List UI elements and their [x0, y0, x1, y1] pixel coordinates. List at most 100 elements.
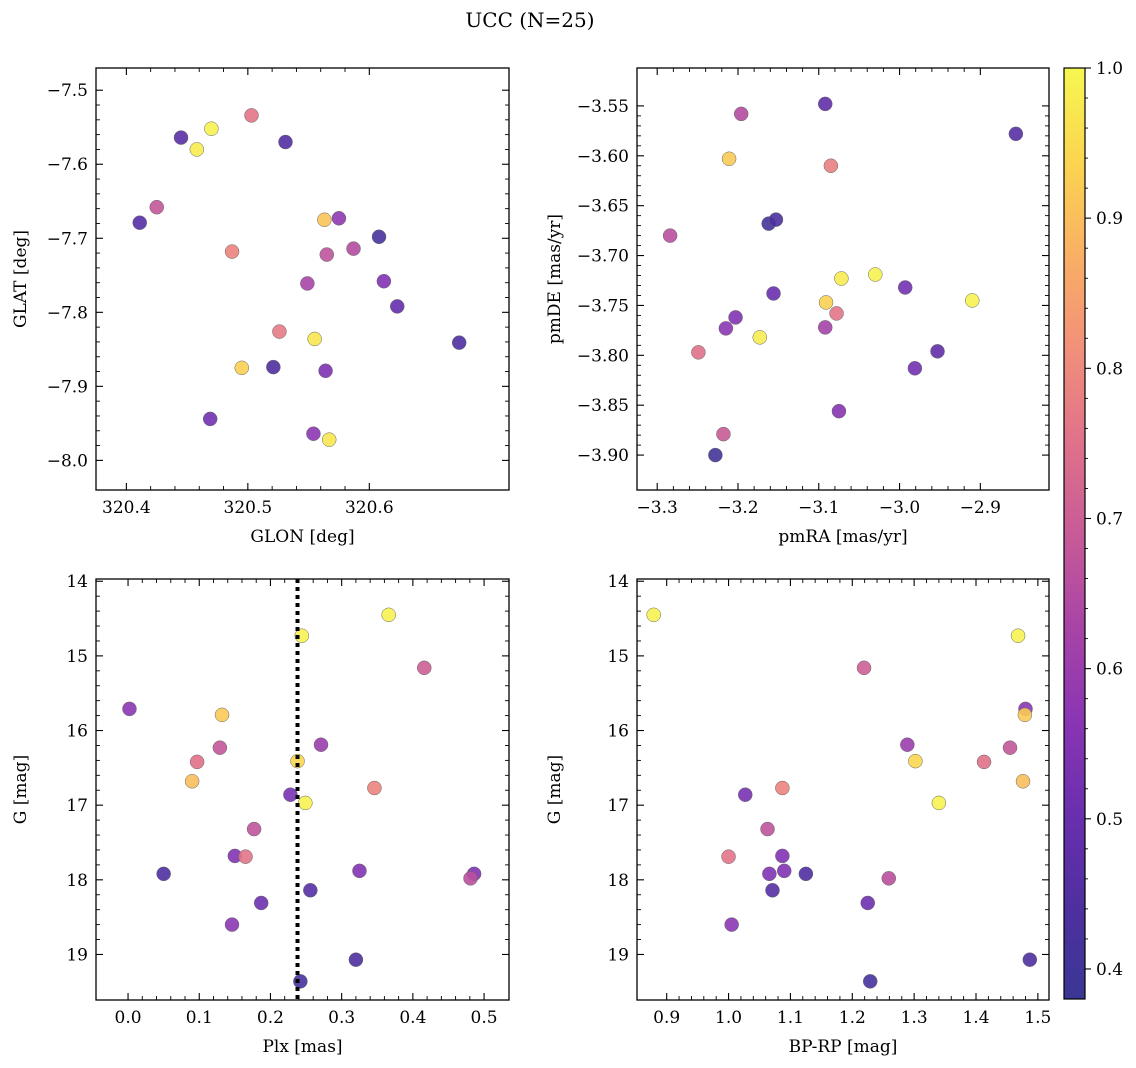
data-point — [298, 795, 313, 811]
x-axis-label: GLON [deg] — [250, 527, 354, 547]
axes-frame — [95, 67, 510, 491]
x-tick-label: 1.5 — [1024, 1008, 1051, 1028]
data-point — [272, 324, 287, 339]
data-point — [348, 952, 364, 967]
data-point — [766, 286, 781, 301]
colorbar-tick-label: 0.8 — [1096, 359, 1123, 379]
data-point — [831, 403, 847, 419]
data-point — [721, 151, 737, 167]
data-point — [900, 737, 915, 752]
y-tick-label: −8.0 — [47, 451, 88, 471]
data-point — [389, 299, 405, 314]
data-point — [244, 108, 259, 123]
data-point — [817, 96, 833, 112]
y-tick-label: 19 — [66, 945, 88, 965]
data-point — [691, 345, 706, 360]
x-tick-label: 1.3 — [901, 1008, 928, 1028]
y-tick-label: −7.7 — [47, 229, 88, 249]
data-point — [728, 310, 743, 325]
data-point — [775, 780, 790, 796]
x-axis-label: pmRA [mas/yr] — [778, 527, 907, 547]
data-point — [860, 895, 875, 911]
x-axis-label: BP-RP [mag] — [789, 1037, 898, 1057]
x-tick-label: −2.9 — [960, 498, 1001, 518]
panel-3: 0.0 0.1 0.2 0.3 0.4 0.5 14 15 16 17 18 19 Plx [mas] G… — [11, 572, 510, 1057]
data-point — [253, 895, 269, 911]
data-point — [283, 787, 298, 802]
data-point — [1017, 707, 1033, 723]
figure-title: UCC (N=25) — [465, 8, 594, 32]
data-point — [775, 848, 790, 864]
data-point — [214, 707, 230, 723]
data-point — [976, 754, 992, 770]
data-point — [762, 866, 777, 882]
x-tick-label: −3.3 — [637, 498, 678, 518]
data-point — [266, 359, 281, 375]
data-point — [290, 753, 305, 769]
x-tick-label: 1.0 — [715, 1008, 742, 1028]
data-point — [1022, 952, 1038, 967]
data-point — [319, 247, 335, 262]
data-point — [718, 321, 734, 336]
data-point — [829, 306, 844, 321]
data-point — [897, 280, 913, 295]
data-point — [733, 106, 749, 122]
data-point — [881, 871, 897, 886]
y-tick-label: 19 — [607, 945, 629, 965]
y-tick-label: −3.85 — [577, 396, 629, 416]
data-point — [346, 241, 361, 256]
y-tick-label: −3.70 — [577, 247, 629, 267]
data-point — [931, 795, 947, 811]
data-point — [868, 267, 883, 282]
data-point — [321, 432, 337, 447]
x-tick-label: 320.4 — [102, 498, 151, 518]
data-point — [313, 737, 329, 752]
data-point — [463, 871, 478, 886]
axes-frame — [636, 67, 1050, 491]
data-point — [352, 863, 367, 879]
data-point — [856, 660, 872, 676]
data-point — [662, 228, 678, 243]
data-point — [798, 866, 814, 882]
data-point — [381, 607, 396, 623]
x-tick-label: −3.0 — [879, 498, 920, 518]
data-point — [818, 295, 834, 310]
data-point — [246, 821, 262, 837]
data-point — [776, 863, 792, 879]
data-point — [278, 134, 293, 150]
y-tick-label: 16 — [607, 722, 629, 742]
data-point — [930, 344, 945, 359]
y-tick-label: 15 — [66, 647, 88, 667]
data-point — [293, 974, 308, 989]
x-tick-label: 320.6 — [345, 498, 394, 518]
colorbar-tick-label: 0.6 — [1096, 660, 1123, 680]
data-point — [823, 158, 839, 174]
x-tick-label: 0.5 — [471, 1008, 498, 1028]
x-tick-label: 320.5 — [224, 498, 273, 518]
data-point — [307, 331, 322, 347]
x-tick-label: 0.0 — [115, 1008, 142, 1028]
data-point — [294, 628, 310, 643]
data-point — [907, 361, 923, 376]
data-point — [371, 229, 387, 245]
data-point — [234, 360, 250, 376]
y-tick-label: 14 — [607, 572, 629, 592]
x-tick-label: 0.9 — [653, 1008, 680, 1028]
y-tick-label: −7.9 — [47, 377, 88, 397]
data-point — [1008, 126, 1024, 142]
data-point — [132, 215, 147, 230]
data-point — [376, 273, 392, 289]
data-point — [738, 787, 753, 802]
x-tick-label: 0.2 — [257, 1008, 284, 1028]
y-tick-label: 14 — [66, 572, 88, 592]
y-tick-label: −3.75 — [577, 296, 629, 316]
y-tick-label: −7.5 — [47, 81, 88, 101]
data-point — [817, 320, 833, 335]
data-point — [765, 883, 780, 898]
data-point — [331, 211, 347, 226]
data-point — [204, 121, 219, 136]
y-axis-label: G [mag] — [11, 755, 31, 824]
y-tick-label: −7.8 — [47, 303, 88, 323]
y-tick-label: 18 — [66, 871, 88, 891]
